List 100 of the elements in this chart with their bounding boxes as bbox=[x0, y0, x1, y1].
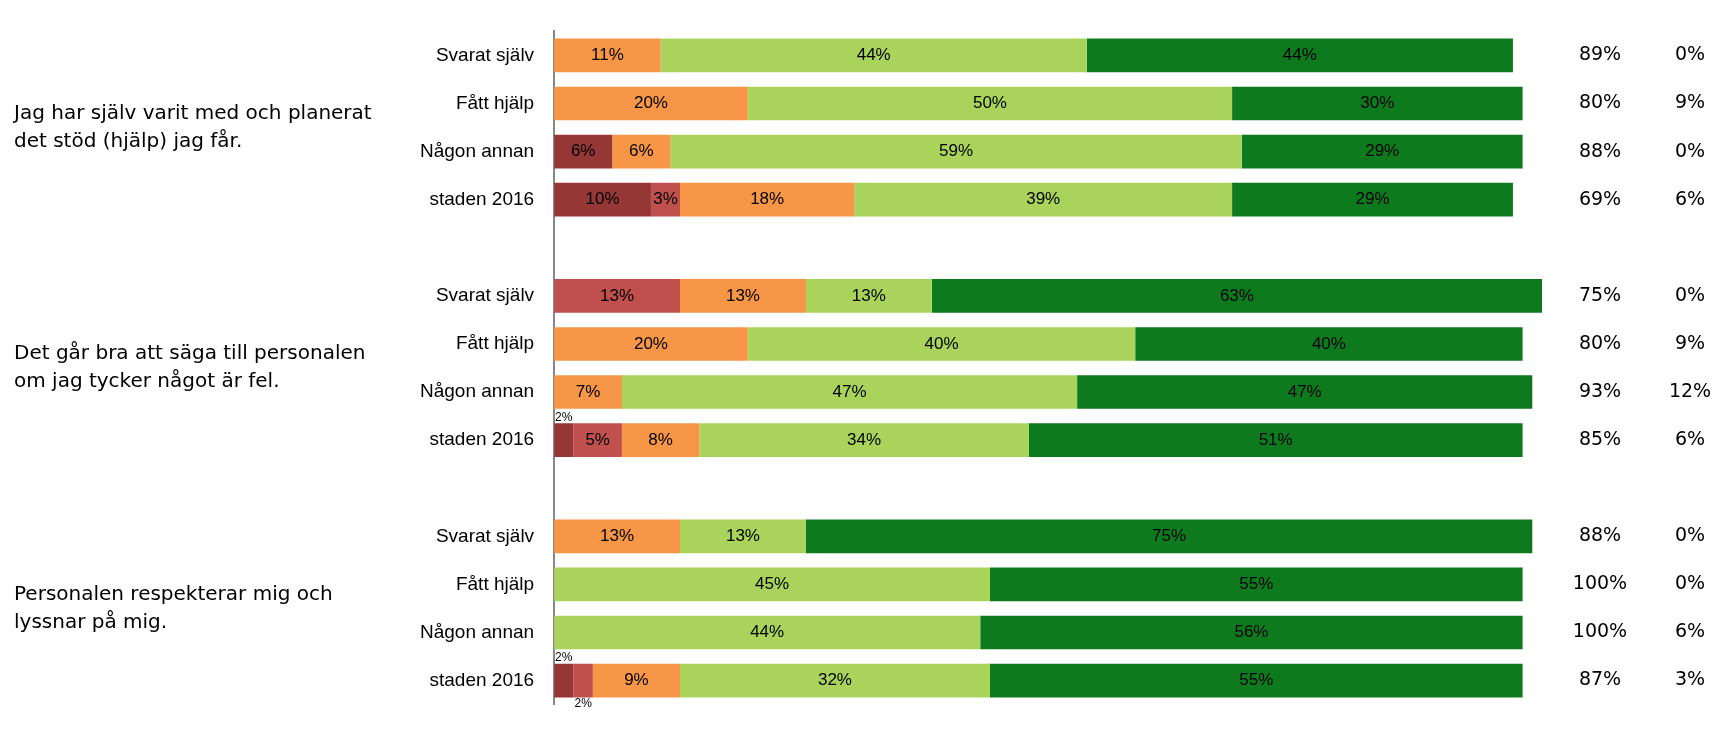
data-label: 29% bbox=[1355, 189, 1390, 209]
bar bbox=[1077, 375, 1533, 409]
data-label: 40% bbox=[924, 333, 959, 353]
data-label: 20% bbox=[633, 93, 668, 113]
bar bbox=[621, 375, 1078, 409]
text: 80% bbox=[1578, 330, 1622, 353]
y-tick-label: Fått hjälp bbox=[455, 332, 535, 354]
text: 0% bbox=[1674, 571, 1706, 594]
bar bbox=[805, 279, 932, 313]
data-label: 6% bbox=[628, 141, 654, 161]
bar bbox=[554, 38, 661, 73]
data-label: 44% bbox=[750, 622, 785, 642]
bar bbox=[554, 327, 748, 361]
data-label: 40% bbox=[1311, 333, 1346, 353]
y-tick-label: staden 2016 bbox=[429, 187, 535, 209]
bar bbox=[680, 182, 855, 217]
data-label: 18% bbox=[750, 189, 785, 209]
bar bbox=[699, 423, 1029, 457]
data-label: 32% bbox=[817, 670, 852, 690]
bar bbox=[554, 519, 681, 554]
data-label: 13% bbox=[600, 525, 635, 545]
text: 6% bbox=[1674, 427, 1706, 450]
data-label: 5% bbox=[585, 429, 610, 449]
text: 6% bbox=[1674, 619, 1706, 642]
bar bbox=[554, 423, 574, 457]
data-label: 39% bbox=[1026, 189, 1061, 209]
text: 0% bbox=[1674, 282, 1706, 305]
data-label: 34% bbox=[847, 429, 882, 449]
bar bbox=[573, 663, 593, 698]
data-label: 56% bbox=[1234, 622, 1269, 642]
text: 12% bbox=[1668, 378, 1712, 401]
y-tick-label: staden 2016 bbox=[429, 428, 535, 450]
data-label: 8% bbox=[648, 429, 673, 449]
data-label: 2% bbox=[555, 409, 573, 424]
bar bbox=[680, 663, 990, 698]
bar bbox=[747, 86, 1233, 121]
data-label: 13% bbox=[600, 285, 635, 305]
data-label: 30% bbox=[1360, 93, 1395, 113]
bar bbox=[931, 279, 1542, 313]
bar bbox=[989, 663, 1523, 698]
data-label: 13% bbox=[851, 285, 886, 305]
data-label: 2% bbox=[555, 650, 573, 665]
data-label: 13% bbox=[725, 285, 760, 305]
bar bbox=[621, 423, 700, 457]
bar bbox=[554, 663, 574, 698]
data-label: 44% bbox=[1282, 45, 1317, 65]
text: 88% bbox=[1578, 138, 1622, 161]
y-tick-label: Svarat själv bbox=[435, 43, 535, 65]
bar bbox=[1086, 38, 1513, 73]
text: Personalen respekterar mig och lyssnar på mig. bbox=[14, 580, 333, 633]
bar bbox=[1241, 134, 1523, 169]
data-label: 51% bbox=[1258, 429, 1293, 449]
bar bbox=[1135, 327, 1523, 361]
text: 80% bbox=[1578, 90, 1622, 113]
text: 85% bbox=[1578, 427, 1622, 450]
y-tick-label: staden 2016 bbox=[429, 668, 535, 690]
bar bbox=[573, 423, 622, 457]
text: 88% bbox=[1578, 523, 1622, 546]
y-tick-label: Någon annan bbox=[419, 380, 535, 402]
y-tick-label: Fått hjälp bbox=[455, 572, 535, 594]
data-label: 55% bbox=[1239, 670, 1274, 690]
y-tick-label: Svarat själv bbox=[435, 524, 535, 546]
bar bbox=[554, 182, 651, 217]
bar bbox=[1028, 423, 1523, 457]
text: 87% bbox=[1578, 667, 1622, 690]
bar bbox=[989, 567, 1523, 602]
bar bbox=[554, 86, 748, 121]
y-tick-label: Någon annan bbox=[419, 139, 535, 161]
data-label: 59% bbox=[939, 141, 974, 161]
y-tick-label: Svarat själv bbox=[435, 284, 535, 306]
text: 100% bbox=[1572, 619, 1628, 642]
text: 0% bbox=[1674, 523, 1706, 546]
bar bbox=[805, 519, 1533, 554]
text: 0% bbox=[1674, 42, 1706, 65]
data-label: 3% bbox=[653, 189, 678, 209]
text: 6% bbox=[1674, 186, 1706, 209]
data-label: 47% bbox=[1287, 381, 1322, 401]
text: 9% bbox=[1674, 90, 1706, 113]
text: 9% bbox=[1674, 330, 1706, 353]
bar bbox=[1232, 86, 1523, 121]
data-label: 44% bbox=[856, 45, 891, 65]
bar bbox=[680, 279, 806, 313]
data-label: 20% bbox=[633, 333, 668, 353]
data-label: 29% bbox=[1365, 141, 1400, 161]
data-label: 55% bbox=[1239, 574, 1274, 594]
bar bbox=[554, 375, 622, 409]
y-tick-label: Fått hjälp bbox=[455, 91, 535, 113]
bar bbox=[747, 327, 1136, 361]
data-label: 7% bbox=[575, 381, 601, 401]
bar bbox=[680, 519, 806, 554]
data-label: 75% bbox=[1152, 525, 1187, 545]
text: Jag har själv varit med och planerat det stöd (hjälp) jag får. bbox=[12, 99, 372, 152]
text: 3% bbox=[1674, 667, 1706, 690]
text: 93% bbox=[1578, 378, 1622, 401]
data-label: 63% bbox=[1219, 285, 1254, 305]
bar bbox=[660, 38, 1087, 73]
data-label: 2% bbox=[574, 695, 593, 710]
bar bbox=[554, 567, 990, 602]
data-label: 47% bbox=[832, 381, 867, 401]
data-label: 10% bbox=[585, 189, 620, 209]
